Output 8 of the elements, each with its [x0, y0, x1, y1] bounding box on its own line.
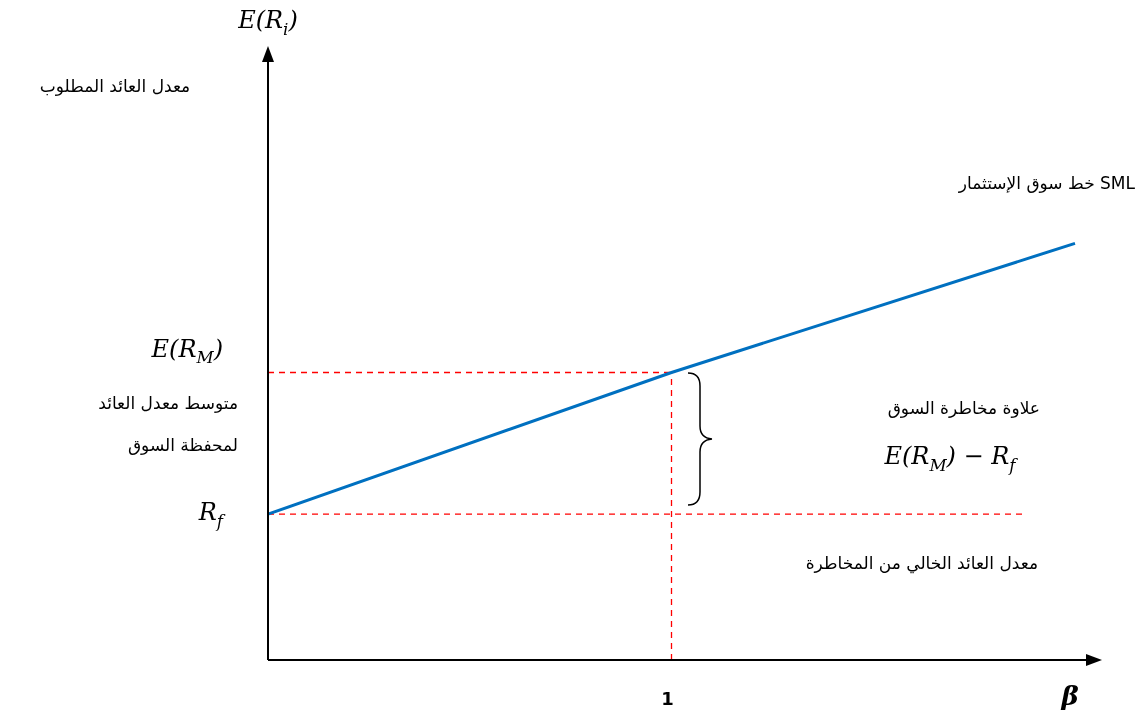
- text: معدل العائد المطلوب: [39, 76, 191, 97]
- annotation: علاوة مخاطرة السوق: [887, 398, 1040, 419]
- text: خط سوق الإستثمار SML: [957, 173, 1136, 194]
- x-axis-title: β: [1060, 680, 1079, 711]
- text: متوسط معدل العائد: [98, 393, 239, 414]
- text: لمحفظة السوق: [127, 435, 239, 456]
- text: 1: [661, 687, 674, 709]
- annotation: معدل العائد الخالي من المخاطرة: [805, 553, 1039, 575]
